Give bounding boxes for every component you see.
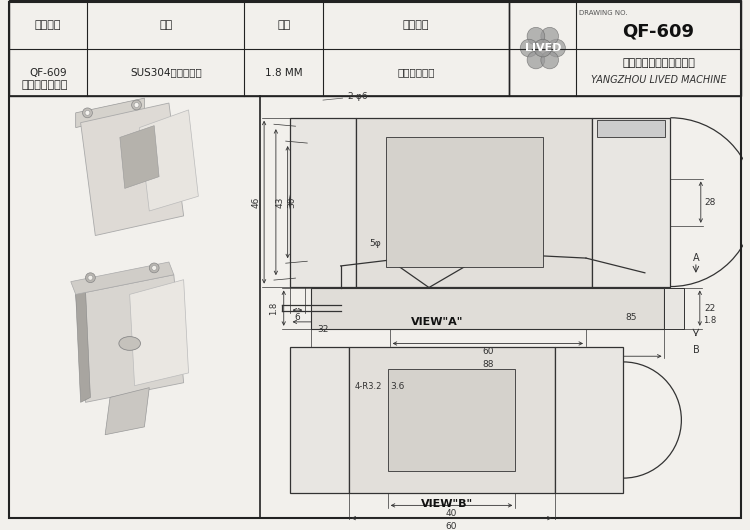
Text: 产品型号: 产品型号 (35, 20, 62, 30)
Polygon shape (76, 289, 91, 402)
Bar (386, 137, 543, 267)
Text: 5φ: 5φ (369, 239, 381, 248)
Bar (509, 0, 741, 96)
Text: 32: 32 (317, 325, 328, 334)
Circle shape (132, 100, 142, 110)
Text: 60: 60 (482, 347, 494, 356)
Text: QF-609: QF-609 (622, 22, 694, 40)
Circle shape (318, 150, 328, 160)
Circle shape (466, 195, 482, 210)
Text: DRAWING NO.: DRAWING NO. (579, 10, 628, 16)
Text: 6: 6 (295, 313, 300, 322)
Bar (349, 347, 554, 492)
Text: B: B (692, 346, 699, 355)
Text: LIVED: LIVED (524, 43, 561, 53)
Text: 光泽振动研磨: 光泽振动研磨 (398, 68, 435, 77)
Polygon shape (76, 275, 184, 402)
Circle shape (85, 110, 90, 116)
Text: 料厚: 料厚 (277, 20, 290, 30)
Bar (664, 288, 684, 329)
Circle shape (88, 275, 93, 280)
Polygon shape (130, 280, 188, 386)
Circle shape (290, 169, 356, 235)
Circle shape (318, 244, 328, 254)
Text: 30: 30 (287, 197, 296, 208)
Polygon shape (140, 110, 198, 211)
Text: 40: 40 (446, 509, 458, 518)
Text: 85: 85 (626, 313, 637, 322)
Text: 4-R3.2: 4-R3.2 (355, 382, 382, 391)
Ellipse shape (118, 337, 140, 350)
Text: 2-φ6: 2-φ6 (347, 92, 368, 101)
Circle shape (527, 28, 544, 45)
Circle shape (149, 263, 159, 273)
Polygon shape (105, 387, 149, 435)
Bar (290, 118, 356, 287)
Text: 28: 28 (704, 198, 716, 207)
Circle shape (541, 51, 559, 69)
Circle shape (309, 367, 329, 386)
Bar (9, 0, 509, 96)
Polygon shape (76, 98, 145, 128)
Bar (311, 288, 664, 329)
Text: 1.8 MM: 1.8 MM (265, 68, 302, 77)
Text: 46: 46 (252, 197, 261, 208)
Bar (592, 118, 670, 287)
Circle shape (134, 102, 139, 108)
Text: 3.6: 3.6 (391, 382, 405, 391)
Bar (597, 120, 665, 137)
Bar (554, 347, 623, 492)
Polygon shape (80, 103, 184, 235)
Text: 88: 88 (482, 359, 494, 368)
Bar (356, 118, 592, 287)
Text: 扬州立维德机械有限公司: 扬州立维德机械有限公司 (622, 58, 695, 68)
Circle shape (540, 263, 554, 277)
Circle shape (520, 39, 538, 57)
Circle shape (527, 51, 544, 69)
Text: 表面处理: 表面处理 (403, 20, 430, 30)
Text: QF-609: QF-609 (29, 68, 67, 77)
Circle shape (541, 28, 559, 45)
Circle shape (82, 108, 92, 118)
Text: A: A (692, 253, 699, 263)
Polygon shape (120, 126, 159, 189)
Circle shape (312, 144, 334, 166)
Circle shape (152, 266, 157, 270)
Circle shape (86, 273, 95, 282)
Text: 材质: 材质 (159, 20, 172, 30)
Circle shape (534, 39, 552, 57)
Text: VIEW"A": VIEW"A" (411, 317, 463, 327)
Text: 1.8: 1.8 (703, 316, 716, 325)
Polygon shape (70, 262, 174, 294)
Text: 内有高强度弹簧: 内有高强度弹簧 (22, 81, 68, 91)
Text: YANGZHOU LIVED MACHINE: YANGZHOU LIVED MACHINE (591, 75, 726, 85)
Text: 60: 60 (446, 523, 458, 530)
Circle shape (309, 454, 329, 473)
Text: SUS304冷轧不锈锤: SUS304冷轧不锈锤 (130, 68, 202, 77)
Text: 22: 22 (704, 304, 716, 313)
Text: 43: 43 (275, 197, 284, 208)
Circle shape (548, 39, 566, 57)
Circle shape (312, 238, 334, 260)
Text: 1.8: 1.8 (269, 302, 278, 315)
Bar (290, 347, 349, 492)
Bar (388, 369, 515, 471)
Circle shape (315, 459, 323, 468)
Circle shape (315, 372, 323, 381)
Text: VIEW"B": VIEW"B" (421, 499, 472, 509)
